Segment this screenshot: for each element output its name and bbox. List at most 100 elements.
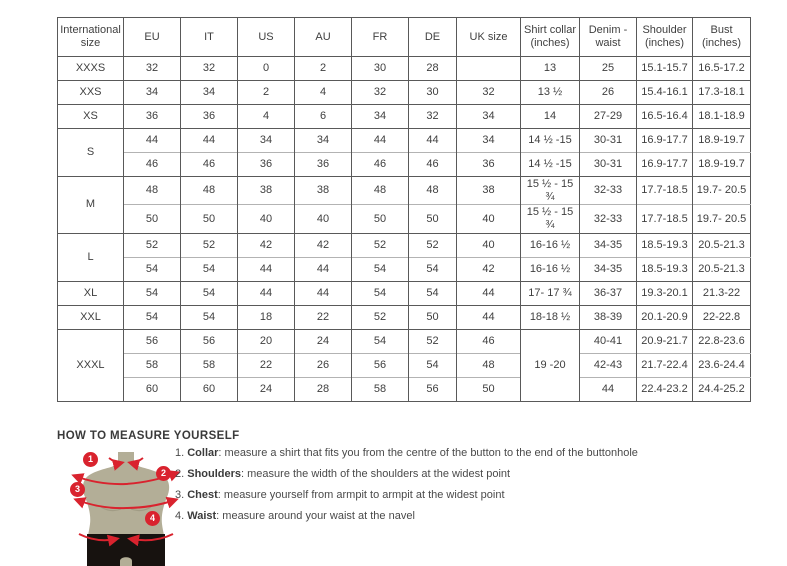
- column-header: Shoulder (inches): [636, 17, 693, 57]
- table-cell: 58: [351, 377, 409, 402]
- table-cell: 20.5-21.3: [692, 233, 751, 258]
- table-cell: 26: [294, 353, 352, 378]
- table-cell: 48: [456, 353, 521, 378]
- table-cell: 50: [123, 204, 181, 234]
- table-cell: 32: [180, 56, 238, 81]
- table-cell: 44: [237, 257, 295, 282]
- size-cell: XS: [57, 104, 124, 129]
- table-cell: 54: [123, 281, 181, 306]
- table-row: XXXL 56 56 20 24 54 52 46 19 -20 40-41 20.9-21.7 22…: [57, 329, 751, 402]
- table-cell: 40: [456, 204, 521, 234]
- measure-badge-4: 4: [145, 511, 160, 526]
- table-cell: 30: [408, 80, 457, 105]
- table-cell: 2: [294, 56, 352, 81]
- table-cell: 58: [180, 353, 238, 378]
- column-header: US: [237, 17, 295, 57]
- table-cell: 22.4-23.2: [636, 377, 693, 402]
- table-cell: 18.9-19.7: [692, 128, 751, 153]
- table-cell: 34: [123, 80, 181, 105]
- column-header: Denim - waist: [579, 17, 637, 57]
- table-cell: 34-35: [579, 257, 637, 282]
- table-row: 46 46 36 36 46 46 36 14 ½ -15 30-31 16.9-17.7 18.9…: [57, 152, 751, 177]
- table-cell: 28: [294, 377, 352, 402]
- table-cell: 44: [579, 377, 637, 402]
- table-cell: 40: [456, 233, 521, 258]
- table-cell: 44: [180, 128, 238, 153]
- table-cell: 50: [456, 377, 521, 402]
- table-cell: 60: [180, 377, 238, 402]
- table-cell: 38: [237, 176, 295, 205]
- table-cell: 44: [456, 305, 521, 330]
- table-cell: 16.9-17.7: [636, 152, 693, 177]
- table-cell: 22.8-23.6: [692, 329, 751, 354]
- table-cell: 17.7-18.5: [636, 176, 693, 205]
- table-cell: [456, 56, 521, 81]
- table-row: S 44 44 34 34 44 44 34 14 ½ -15 30-31 16.9-17.7 18.…: [57, 128, 751, 177]
- table-cell: 54: [123, 305, 181, 330]
- table-row: 54 54 44 44 54 54 42 16-16 ½ 34-35 18.5-19.3 20.5-…: [57, 257, 751, 282]
- table-cell: 16-16 ½: [520, 233, 580, 258]
- column-header: FR: [351, 17, 409, 57]
- table-cell: 56: [180, 329, 238, 354]
- table-cell: 50: [408, 204, 457, 234]
- table-cell: 20.5-21.3: [692, 257, 751, 282]
- table-cell: 54: [351, 257, 409, 282]
- table-cell: 15 ½ - 15 ¾: [520, 176, 580, 205]
- table-cell: 34-35: [579, 233, 637, 258]
- table-cell: 52: [123, 233, 181, 258]
- table-row: XL 54 54 44 44 54 54 44 17- 17 ¾ 36-37 19.3-20.1 21…: [57, 281, 751, 306]
- table-cell: 32: [123, 56, 181, 81]
- table-cell: 56: [408, 377, 457, 402]
- table-cell: 16.9-17.7: [636, 128, 693, 153]
- table-cell: 17.3-18.1: [692, 80, 751, 105]
- table-cell: 15 ½ - 15 ¾: [520, 204, 580, 234]
- table-cell: 46: [456, 329, 521, 354]
- measure-step: 1. Collar: measure a shirt that fits you…: [175, 447, 638, 459]
- header-row: International size EU IT US AU FR DE UK size Shi…: [57, 17, 751, 57]
- table-cell: 2: [237, 80, 295, 105]
- table-cell: 14: [520, 104, 580, 129]
- collar-arrow-left: [108, 457, 125, 471]
- table-cell: 34: [180, 80, 238, 105]
- table-cell: 28: [408, 56, 457, 81]
- table-cell: 32-33: [579, 176, 637, 205]
- table-cell: 36: [180, 104, 238, 129]
- table-cell: 14 ½ -15: [520, 152, 580, 177]
- chest-arrow-left: [73, 497, 127, 510]
- table-cell: 42: [237, 233, 295, 258]
- table-cell: 40: [237, 204, 295, 234]
- size-cell: XXXL: [57, 329, 124, 402]
- table-cell: 34: [456, 128, 521, 153]
- table-cell: 42: [456, 257, 521, 282]
- table-cell: 32: [351, 80, 409, 105]
- table-cell: 20: [237, 329, 295, 354]
- measure-figure: 1 2 3 4: [70, 450, 183, 566]
- table-cell: 0: [237, 56, 295, 81]
- table-cell: 34: [294, 128, 352, 153]
- measure-step: 4. Waist: measure around your waist at t…: [175, 510, 415, 522]
- table-row: L 52 52 42 42 52 52 40 16-16 ½ 34-35 18.5-19.3 20.5…: [57, 233, 751, 282]
- table-cell: 54: [351, 329, 409, 354]
- table-cell: 4: [237, 104, 295, 129]
- mannequin-torso-illustration: [71, 452, 181, 566]
- table-cell: 44: [351, 128, 409, 153]
- table-row: M 48 48 38 38 48 48 38 15 ½ - 15 ¾ 32-33 17.7-18.5…: [57, 176, 751, 234]
- table-cell: 36: [237, 152, 295, 177]
- column-header: International size: [57, 17, 124, 57]
- table-cell: 15.1-15.7: [636, 56, 693, 81]
- table-cell: 17.7-18.5: [636, 204, 693, 234]
- table-cell: 26: [579, 80, 637, 105]
- table-cell: 18-18 ½: [520, 305, 580, 330]
- table-cell: 56: [351, 353, 409, 378]
- table-cell: 46: [180, 152, 238, 177]
- table-cell: 25: [579, 56, 637, 81]
- table-row: 50 50 40 40 50 50 40 15 ½ - 15 ¾ 32-33 17.7-18.5 1…: [57, 204, 751, 234]
- table-cell: 48: [180, 176, 238, 205]
- table-cell: 34: [351, 104, 409, 129]
- table-cell: 17- 17 ¾: [520, 281, 580, 306]
- table-cell: 44: [294, 257, 352, 282]
- table-cell: 32: [456, 80, 521, 105]
- table-cell: 18: [237, 305, 295, 330]
- measure-heading: HOW TO MEASURE YOURSELF: [57, 430, 240, 442]
